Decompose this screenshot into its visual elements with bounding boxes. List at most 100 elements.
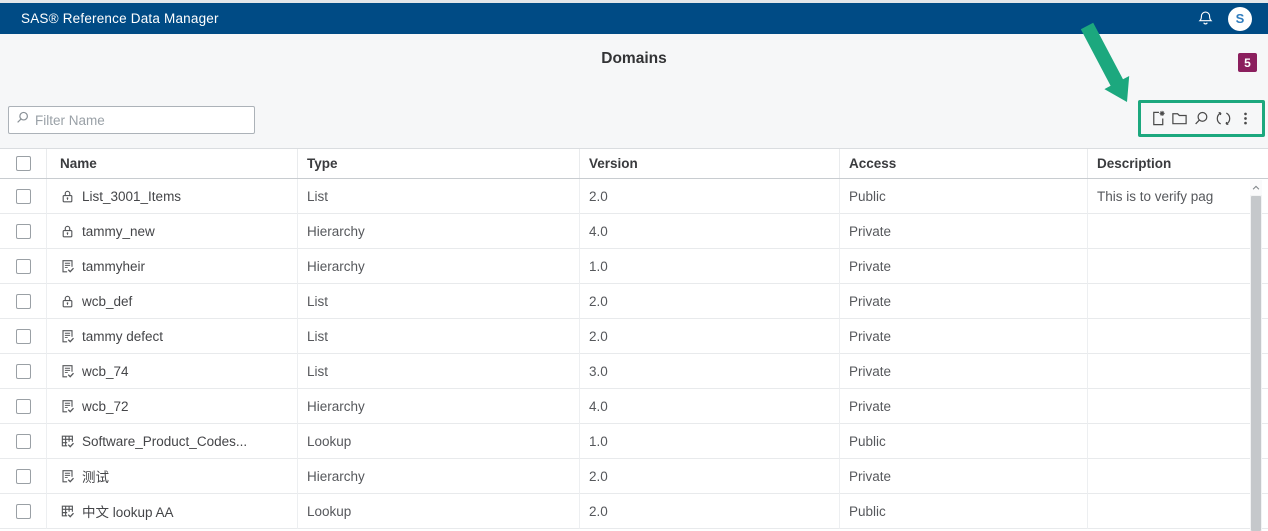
domain-type: List <box>298 354 580 389</box>
filter-box <box>8 106 255 134</box>
table-row[interactable]: wcb_74 List 3.0 Private <box>0 354 1268 389</box>
row-checkbox[interactable] <box>15 363 31 379</box>
more-options-button[interactable] <box>1235 108 1255 130</box>
column-header-name[interactable]: Name <box>47 149 298 178</box>
grid-check-icon <box>60 504 75 519</box>
table-row[interactable]: List_3001_Items List 2.0 Public This is … <box>0 179 1268 214</box>
page-title: Domains <box>601 50 667 67</box>
table-row[interactable]: tammy_new Hierarchy 4.0 Private <box>0 214 1268 249</box>
scroll-up-button[interactable] <box>1250 180 1262 195</box>
lock-icon <box>60 189 75 204</box>
domain-description <box>1088 424 1268 459</box>
row-checkbox[interactable] <box>15 503 31 519</box>
notification-count-badge[interactable]: 5 <box>1238 53 1257 72</box>
domain-name[interactable]: 测试 <box>82 470 109 485</box>
domain-type: List <box>298 319 580 354</box>
domain-access: Private <box>840 459 1088 494</box>
domain-description <box>1088 319 1268 354</box>
column-header-access[interactable]: Access <box>840 149 1088 178</box>
domain-version: 3.0 <box>580 354 840 389</box>
domain-access: Public <box>840 424 1088 459</box>
app-header: SAS® Reference Data Manager S <box>0 3 1268 34</box>
domain-version: 2.0 <box>580 179 840 214</box>
column-header-description[interactable]: Description <box>1097 156 1172 171</box>
domain-description <box>1088 284 1268 319</box>
refresh-button[interactable] <box>1213 108 1233 130</box>
domain-version: 2.0 <box>580 459 840 494</box>
domain-version: 2.0 <box>580 319 840 354</box>
column-header-type[interactable]: Type <box>298 149 580 178</box>
row-checkbox[interactable] <box>15 398 31 414</box>
table-row[interactable]: tammy defect List 2.0 Private <box>0 319 1268 354</box>
domain-version: 4.0 <box>580 389 840 424</box>
row-checkbox[interactable] <box>15 433 31 449</box>
domain-version: 2.0 <box>580 284 840 319</box>
domain-version: 1.0 <box>580 424 840 459</box>
lock-icon <box>60 294 75 309</box>
domain-version: 4.0 <box>580 214 840 249</box>
table-row[interactable]: tammyheir Hierarchy 1.0 Private <box>0 249 1268 284</box>
domain-access: Public <box>840 179 1088 214</box>
select-all-checkbox[interactable] <box>15 156 31 171</box>
table-row[interactable]: 中文 lookup AA Lookup 2.0 Public <box>0 494 1268 529</box>
scrollbar-thumb[interactable] <box>1251 196 1261 531</box>
domain-description <box>1088 354 1268 389</box>
table-row[interactable]: 测试 Hierarchy 2.0 Private <box>0 459 1268 494</box>
avatar-letter: S <box>1235 11 1245 26</box>
row-checkbox[interactable] <box>15 258 31 274</box>
domain-type: Hierarchy <box>298 459 580 494</box>
search-icon <box>15 110 30 130</box>
table-row[interactable]: wcb_72 Hierarchy 4.0 Private <box>0 389 1268 424</box>
domain-type: List <box>298 179 580 214</box>
domain-access: Private <box>840 214 1088 249</box>
row-checkbox[interactable] <box>15 328 31 344</box>
row-checkbox[interactable] <box>15 293 31 309</box>
domain-description <box>1088 214 1268 249</box>
table-row[interactable]: wcb_def List 2.0 Private <box>0 284 1268 319</box>
domain-type: Hierarchy <box>298 249 580 284</box>
column-header-version[interactable]: Version <box>580 149 840 178</box>
filter-name-input[interactable] <box>35 112 248 128</box>
new-domain-button[interactable] <box>1148 108 1168 130</box>
domain-access: Public <box>840 494 1088 529</box>
grid-check-icon <box>60 434 75 449</box>
user-avatar[interactable]: S <box>1228 6 1252 31</box>
document-check-icon <box>60 469 75 484</box>
document-check-icon <box>60 364 75 379</box>
domain-name[interactable]: wcb_74 <box>82 363 129 379</box>
row-checkbox[interactable] <box>15 188 31 204</box>
domain-access: Private <box>840 249 1088 284</box>
search-button[interactable] <box>1192 108 1212 130</box>
domain-name[interactable]: tammy defect <box>82 328 164 344</box>
domain-type: Lookup <box>298 494 580 529</box>
domain-name[interactable]: List_3001_Items <box>82 188 182 204</box>
domain-type: Hierarchy <box>298 389 580 424</box>
domain-name[interactable]: tammy_new <box>82 223 155 239</box>
toolbar-highlight-box <box>1138 100 1265 137</box>
domain-description: This is to verify pag <box>1088 179 1268 214</box>
domain-description <box>1088 494 1268 529</box>
row-checkbox[interactable] <box>15 223 31 239</box>
domain-name[interactable]: 中文 lookup AA <box>82 505 174 520</box>
table-row[interactable]: Software_Product_Codes... Lookup 1.0 Pub… <box>0 424 1268 459</box>
document-check-icon <box>60 329 75 344</box>
notifications-bell-icon[interactable] <box>1197 10 1214 27</box>
domain-type: Lookup <box>298 424 580 459</box>
row-checkbox[interactable] <box>15 468 31 484</box>
domain-version: 1.0 <box>580 249 840 284</box>
table-header-row: Name Type Version Access Description <box>0 148 1268 179</box>
domain-access: Private <box>840 319 1088 354</box>
domain-access: Private <box>840 284 1088 319</box>
domain-name[interactable]: tammyheir <box>82 258 146 274</box>
domain-name[interactable]: wcb_def <box>82 293 133 309</box>
document-check-icon <box>60 399 75 414</box>
window-top-strip <box>0 0 1268 3</box>
vertical-scrollbar[interactable] <box>1250 180 1262 531</box>
domain-name[interactable]: Software_Product_Codes... <box>82 433 248 449</box>
domain-type: Hierarchy <box>298 214 580 249</box>
document-check-icon <box>60 259 75 274</box>
domain-name[interactable]: wcb_72 <box>82 398 129 414</box>
app-title: SAS® Reference Data Manager <box>21 11 219 26</box>
domain-access: Private <box>840 389 1088 424</box>
open-folder-button[interactable] <box>1170 108 1190 130</box>
